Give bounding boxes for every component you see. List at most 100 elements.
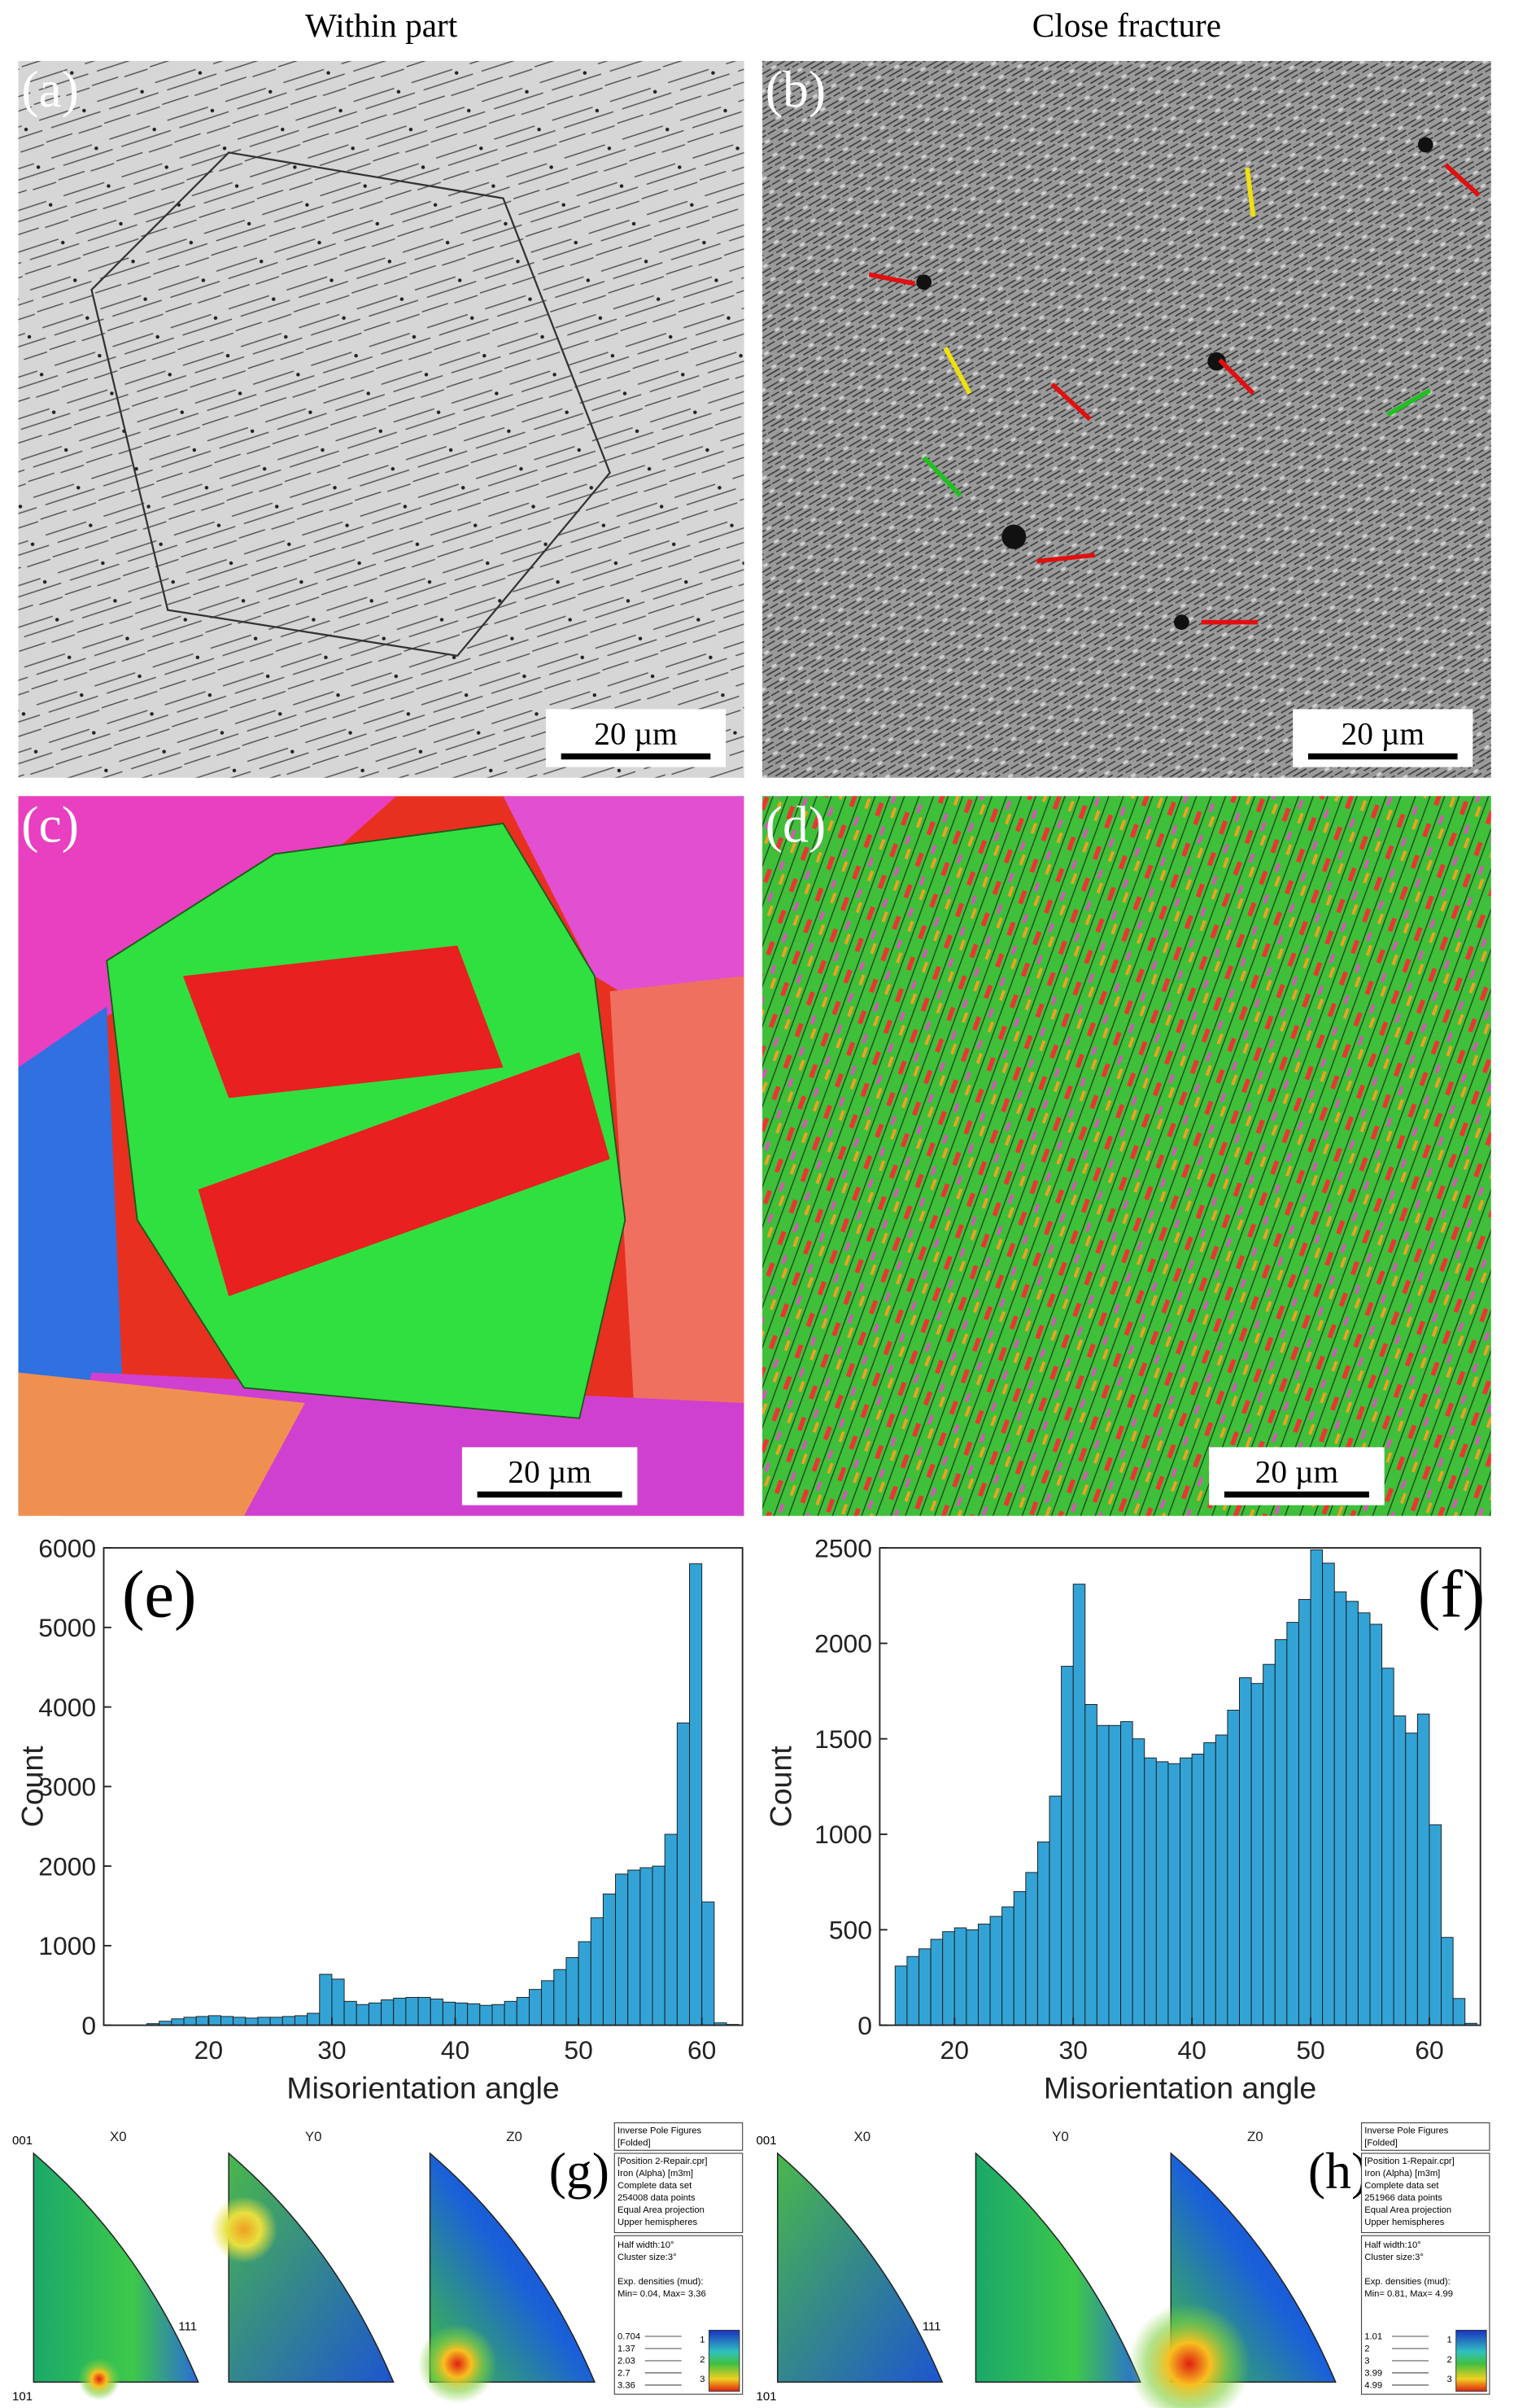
histogram-bar	[220, 2016, 234, 2026]
info-text: Equal Area projection	[617, 2205, 705, 2215]
histogram-bar	[942, 1931, 955, 2026]
histogram-bar	[1049, 1795, 1062, 2026]
column-header: Within part	[305, 7, 458, 44]
histogram-bar	[664, 1833, 678, 2026]
x-tick-label: 60	[687, 2035, 716, 2065]
x-axis-label: Misorientation angle	[1044, 2071, 1316, 2105]
info-box	[1360, 2122, 1490, 2151]
pole-figures: X0 Y0 Z0 001 101 111 (g) Inverse Pole Figures [F…	[12, 2122, 1490, 2408]
histogram-bar	[1013, 1890, 1027, 2026]
colorbar	[709, 2329, 740, 2392]
histogram-bar	[331, 1978, 345, 2026]
histogram-bar	[1381, 1667, 1394, 2026]
histogram-bar	[1416, 1713, 1430, 2026]
info-text: [Folded]	[617, 2139, 651, 2148]
ipf-triangle	[777, 2152, 944, 2383]
histogram-bar	[1191, 1754, 1205, 2026]
histogram-bar	[1227, 1710, 1240, 2026]
colorbar-label: 1	[1446, 2335, 1451, 2345]
histogram-bar	[1441, 1937, 1454, 2026]
histograms: 20 30 40 50 600100020003000400050006000Misor…	[15, 1533, 1486, 2104]
histogram-bar	[541, 1980, 555, 2026]
ipf-axis-label: X0	[110, 2129, 127, 2144]
contour-level: 3.36	[617, 2381, 635, 2391]
ipf-corner: 111	[178, 2319, 197, 2333]
histogram-bar	[516, 1996, 530, 2026]
scale-bar-label: 20 µm	[508, 1453, 591, 1489]
histogram-bar	[1357, 1612, 1371, 2026]
panel-label: (a)	[21, 60, 79, 118]
column-header: Close fracture	[1032, 7, 1221, 44]
panel-label: (h)	[1308, 2142, 1368, 2200]
panel-label: (f)	[1418, 1557, 1485, 1631]
histogram-bar	[233, 2017, 247, 2026]
contour-level: 3	[1364, 2357, 1369, 2366]
x-tick-label: 20	[194, 2035, 223, 2065]
ipf-hotspot	[1128, 2302, 1250, 2408]
info-text: Iron (Alpha) [m3m]	[617, 2169, 693, 2179]
info-text: [Position 2-Repair.cpr]	[617, 2157, 708, 2166]
scale-bar-label: 20 µm	[1342, 715, 1425, 751]
info-text: Equal Area projection	[1364, 2205, 1451, 2215]
histogram-bar	[442, 2001, 456, 2026]
histogram-bar	[615, 1873, 629, 2026]
histogram-bar	[578, 1941, 591, 2026]
histogram-bar	[319, 1973, 333, 2026]
histogram-bar	[602, 1893, 617, 2026]
x-tick-label: 50	[564, 2035, 592, 2065]
y-tick-label: 0	[857, 2011, 872, 2040]
histogram-bar	[1286, 1622, 1299, 2026]
histogram-bar	[1084, 1704, 1097, 2026]
ipf-triangle	[33, 2152, 199, 2383]
info-text: [Folded]	[1364, 2139, 1398, 2148]
micrograph-a	[18, 60, 744, 778]
ipf-corner: 101	[757, 2390, 777, 2404]
ipf-hotspot	[210, 2196, 278, 2263]
y-tick-label: 1500	[814, 1724, 872, 1754]
histogram-bar	[1310, 1549, 1324, 2026]
histogram-bar	[1346, 1601, 1359, 2026]
x-tick-label: 40	[1177, 2035, 1206, 2065]
contour-level: 4.99	[1364, 2381, 1382, 2391]
panel-label: (e)	[122, 1557, 196, 1631]
info-text: Upper hemispheres	[617, 2218, 697, 2227]
info-text: Complete data set	[617, 2181, 692, 2191]
micrograph-b	[762, 60, 1491, 778]
histogram-bar	[171, 2018, 185, 2026]
panel-label: (d)	[766, 795, 826, 853]
ebsd-map-d	[762, 796, 1491, 1516]
info-text: Iron (Alpha) [m3m]	[1364, 2169, 1440, 2179]
histogram-bar	[195, 2016, 209, 2026]
histogram-bar	[553, 1969, 567, 2026]
x-tick-label: 50	[1296, 2035, 1324, 2065]
ipf-triangle	[975, 2152, 1141, 2383]
histogram-bar	[1001, 1906, 1014, 2026]
histogram-bar	[1239, 1677, 1252, 2026]
histogram-bar	[343, 2000, 357, 2026]
contour-level: 2.7	[617, 2369, 630, 2379]
histogram-bar	[689, 1563, 703, 2026]
info-text: Min= 0.04, Max= 3.36	[617, 2289, 706, 2299]
x-axis-label: Misorientation angle	[286, 2071, 559, 2105]
histogram-bar	[1036, 1841, 1050, 2026]
histogram-bar	[1369, 1624, 1383, 2026]
histogram-bar	[652, 1865, 665, 2026]
y-tick-label: 0	[81, 2011, 96, 2040]
labels: Within part Close fracture (a) 20 µm (b) 20 µ…	[21, 7, 1473, 1506]
ipf-corner: 001	[757, 2134, 777, 2148]
histogram-bar	[1333, 1591, 1347, 2026]
histogram-bar	[1429, 1824, 1442, 2026]
histogram-bar	[1180, 1757, 1193, 2026]
histogram-bar	[430, 1998, 443, 2026]
histogram-bar	[1263, 1663, 1276, 2026]
x-tick-label: 60	[1415, 2035, 1443, 2065]
histogram-bar	[491, 2004, 505, 2026]
contour-level: 0.704	[617, 2332, 640, 2342]
info-text: 254008 data points	[617, 2193, 696, 2203]
colorbar-label: 1	[700, 2335, 705, 2345]
ipf-hotspot	[417, 2323, 497, 2404]
info-text: Complete data set	[1364, 2181, 1439, 2191]
histogram-bar	[701, 1901, 715, 2026]
ebsd-map-c	[18, 796, 744, 1516]
